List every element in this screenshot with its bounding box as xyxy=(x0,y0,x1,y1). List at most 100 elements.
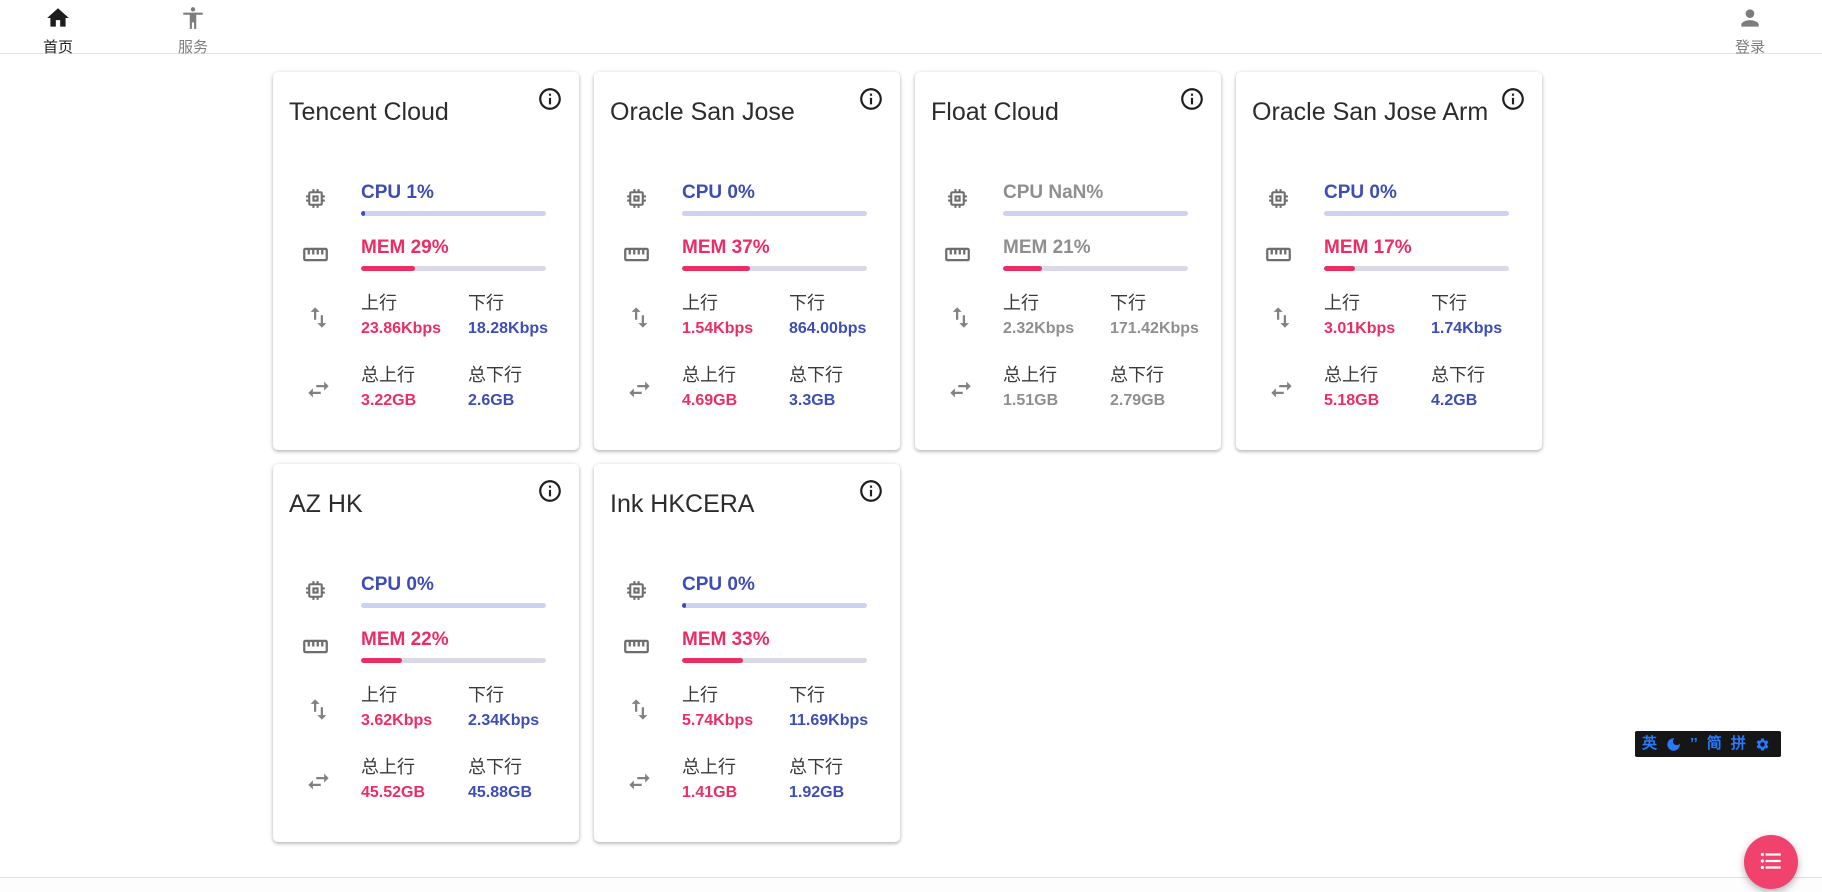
swap-vertical-icon xyxy=(947,304,974,331)
cpu-progress-bar xyxy=(361,603,546,608)
network-total-row: 总上行 4.69GB 总下行 3.3GB xyxy=(682,363,896,410)
total-upload-value: 4.69GB xyxy=(682,392,738,409)
download-value: 171.42Kbps xyxy=(1110,320,1199,337)
info-icon xyxy=(858,88,884,115)
moon-icon[interactable] xyxy=(1666,737,1681,752)
memory-ruler-icon xyxy=(944,241,971,268)
swap-horizontal-icon xyxy=(626,768,653,795)
total-upload-label: 总上行 xyxy=(682,757,736,777)
total-download-value: 45.88GB xyxy=(468,784,533,801)
total-upload-value: 1.51GB xyxy=(1003,392,1059,409)
download-value: 11.69Kbps xyxy=(789,712,869,729)
total-upload-label: 总上行 xyxy=(361,757,415,777)
memory-ruler-icon xyxy=(302,241,329,268)
swap-horizontal-icon xyxy=(305,376,332,403)
info-button[interactable] xyxy=(536,478,564,506)
cpu-bar-fill xyxy=(361,211,365,216)
upload-speed: 上行 3.01Kbps xyxy=(1324,291,1431,338)
mem-usage-label: MEM 33% xyxy=(682,629,770,650)
nav-services-label: 服务 xyxy=(177,39,208,56)
network-total-row: 总上行 45.52GB 总下行 45.88GB xyxy=(361,755,575,802)
server-card: Ink HKCERA CPU 0% MEM 33% xyxy=(594,464,900,842)
download-value: 2.34Kbps xyxy=(468,712,540,729)
download-label: 下行 xyxy=(789,293,825,313)
upload-value: 2.32Kbps xyxy=(1003,320,1075,337)
mem-bar-fill xyxy=(361,658,402,663)
ime-punctuation-mode[interactable]: ’’ xyxy=(1690,735,1698,752)
upload-speed: 上行 23.86Kbps xyxy=(361,291,468,338)
mem-usage-label: MEM 22% xyxy=(361,629,449,650)
mem-meter: MEM 22% xyxy=(361,628,546,663)
ime-simplified-mode[interactable]: 简 xyxy=(1706,735,1722,752)
mem-bar-fill xyxy=(361,266,415,271)
swap-vertical-icon xyxy=(305,696,332,723)
total-download: 总下行 2.79GB xyxy=(1110,363,1217,410)
mem-usage-label: MEM 17% xyxy=(1324,237,1412,258)
total-upload-value: 1.41GB xyxy=(682,784,738,801)
swap-horizontal-icon xyxy=(305,768,332,795)
nav-login-label: 登录 xyxy=(1734,39,1765,56)
total-download: 总下行 4.2GB xyxy=(1431,363,1538,410)
upload-label: 上行 xyxy=(682,293,718,313)
info-button[interactable] xyxy=(536,86,564,114)
nav-item-login[interactable]: 登录 xyxy=(1722,5,1778,57)
mem-meter: MEM 17% xyxy=(1324,236,1509,271)
cpu-meter: CPU 0% xyxy=(1324,181,1509,216)
cpu-meter: CPU 0% xyxy=(682,573,867,608)
mem-usage-label: MEM 21% xyxy=(1003,237,1091,258)
ime-pinyin-mode[interactable]: 拼 xyxy=(1730,735,1746,752)
info-button[interactable] xyxy=(1499,86,1527,114)
info-button[interactable] xyxy=(1178,86,1206,114)
download-speed: 下行 11.69Kbps xyxy=(789,683,896,730)
upload-label: 上行 xyxy=(361,293,397,313)
gear-icon[interactable] xyxy=(1755,737,1770,752)
network-speed-row: 上行 5.74Kbps 下行 11.69Kbps xyxy=(682,683,896,730)
upload-value: 3.01Kbps xyxy=(1324,320,1396,337)
cpu-usage-label: CPU NaN% xyxy=(1003,182,1104,203)
total-download-label: 总下行 xyxy=(1110,365,1164,385)
total-download-label: 总下行 xyxy=(468,757,522,777)
mem-meter: MEM 33% xyxy=(682,628,867,663)
total-download-value: 3.3GB xyxy=(789,392,836,409)
total-download-value: 2.79GB xyxy=(1110,392,1166,409)
total-download: 总下行 1.92GB xyxy=(789,755,896,802)
download-label: 下行 xyxy=(1431,293,1467,313)
cpu-usage-label: CPU 0% xyxy=(682,182,755,203)
total-download: 总下行 2.6GB xyxy=(468,363,575,410)
memory-ruler-icon xyxy=(1265,241,1292,268)
swap-horizontal-icon xyxy=(1268,376,1295,403)
cpu-meter: CPU 0% xyxy=(361,573,546,608)
download-value: 864.00bps xyxy=(789,320,867,337)
nav-item-home[interactable]: 首页 xyxy=(30,5,86,57)
swap-vertical-icon xyxy=(626,696,653,723)
cpu-usage-label: CPU 0% xyxy=(682,574,755,595)
upload-speed: 上行 2.32Kbps xyxy=(1003,291,1110,338)
cpu-progress-bar xyxy=(1324,211,1509,216)
mem-usage-label: MEM 37% xyxy=(682,237,770,258)
download-value: 18.28Kbps xyxy=(468,320,549,337)
total-download-value: 2.6GB xyxy=(468,392,515,409)
total-upload-value: 3.22GB xyxy=(361,392,417,409)
info-button[interactable] xyxy=(857,478,885,506)
memory-ruler-icon xyxy=(623,241,650,268)
total-upload: 总上行 45.52GB xyxy=(361,755,468,802)
cpu-progress-bar xyxy=(1003,211,1188,216)
network-speed-row: 上行 3.01Kbps 下行 1.74Kbps xyxy=(1324,291,1538,338)
home-icon xyxy=(45,5,71,31)
info-icon xyxy=(537,480,563,507)
server-list-fab[interactable] xyxy=(1744,835,1798,889)
ime-english-mode[interactable]: 英 xyxy=(1642,735,1658,752)
mem-usage-label: MEM 29% xyxy=(361,237,449,258)
mem-progress-bar xyxy=(1003,266,1188,271)
total-download-label: 总下行 xyxy=(468,365,522,385)
cpu-usage-label: CPU 0% xyxy=(1324,182,1397,203)
cpu-chip-icon xyxy=(624,186,649,211)
total-upload-value: 5.18GB xyxy=(1324,392,1380,409)
cpu-usage-label: CPU 1% xyxy=(361,182,434,203)
info-button[interactable] xyxy=(857,86,885,114)
cpu-meter: CPU 1% xyxy=(361,181,546,216)
cpu-meter: CPU NaN% xyxy=(1003,181,1188,216)
total-upload-label: 总上行 xyxy=(1324,365,1378,385)
nav-item-services[interactable]: 服务 xyxy=(165,5,221,57)
total-upload: 总上行 1.41GB xyxy=(682,755,789,802)
